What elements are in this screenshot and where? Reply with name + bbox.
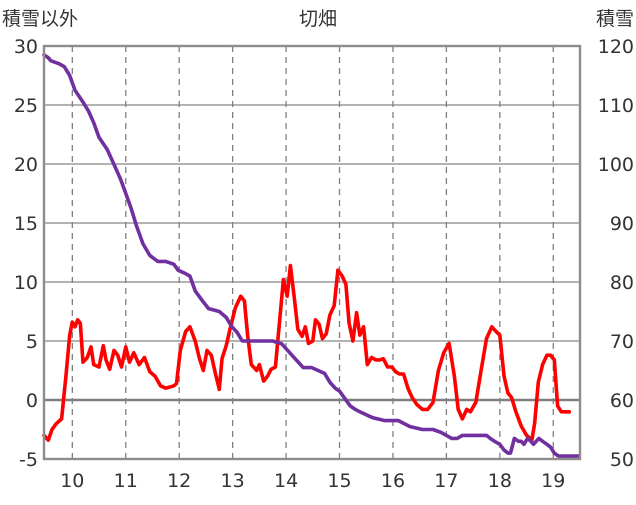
left-axis-title: 積雪以外	[2, 8, 78, 30]
x-tick-label: 11	[114, 470, 138, 492]
y-left-tick-label: 20	[14, 154, 38, 176]
grid-layer	[44, 46, 580, 459]
y-left-tick-label: -5	[19, 449, 38, 471]
x-tick-label: 10	[60, 470, 84, 492]
y-left-tick-label: 15	[14, 213, 38, 235]
y-left-tick-label: 5	[26, 331, 38, 353]
x-tick-label: 16	[381, 470, 405, 492]
y-right-tick-label: 80	[610, 272, 634, 294]
chart-title: 切畑	[299, 8, 337, 30]
x-tick-label: 13	[221, 470, 245, 492]
x-tick-label: 12	[167, 470, 191, 492]
right-axis-title: 積雪	[596, 8, 634, 30]
x-tick-label: 19	[541, 470, 565, 492]
y-left-tick-label: 10	[14, 272, 38, 294]
y-left-tick-label: 0	[26, 390, 38, 412]
x-tick-label: 18	[488, 470, 512, 492]
y-left-tick-label: 25	[14, 95, 38, 117]
x-tick-label: 15	[327, 470, 351, 492]
y-right-tick-label: 90	[610, 213, 634, 235]
x-tick-label: 17	[434, 470, 458, 492]
frame-layer	[42, 44, 582, 461]
series-layer	[42, 53, 581, 458]
y-right-tick-label: 110	[598, 95, 634, 117]
y-left-tick-label: 30	[14, 36, 38, 58]
y-right-tick-label: 70	[610, 331, 634, 353]
tick-layer: -5 0 5 10 15 20 25 30 50 60 70 80 90 100 110 120 10 11 12 1…	[14, 36, 634, 492]
plot-frame	[42, 44, 582, 461]
y-right-tick-label: 60	[610, 390, 634, 412]
y-right-tick-label: 120	[598, 36, 634, 58]
x-tick-label: 14	[274, 470, 298, 492]
series-non-snow-line	[42, 263, 572, 442]
series-snow-depth-line	[42, 53, 581, 458]
y-right-tick-label: 100	[598, 154, 634, 176]
y-right-tick-label: 50	[610, 449, 634, 471]
